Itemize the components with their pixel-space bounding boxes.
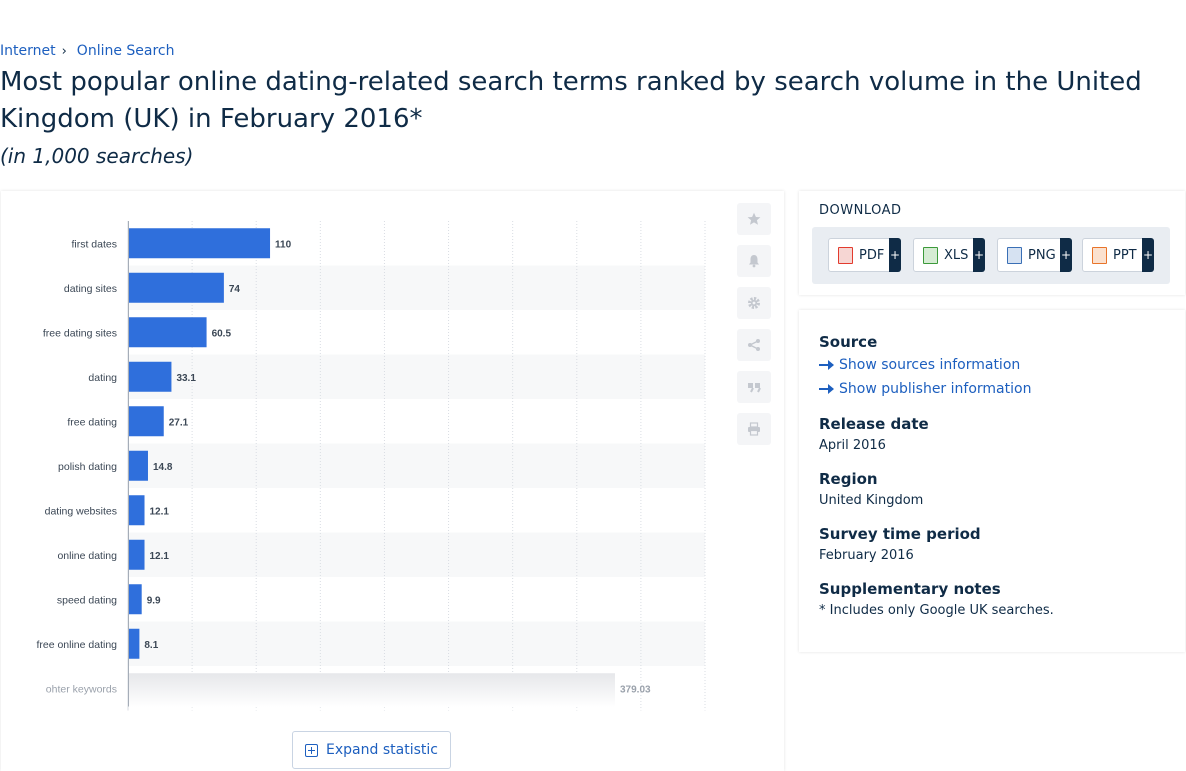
category-label: free online dating [36,639,117,651]
bar-free-dating-sites[interactable] [129,317,207,348]
png-file-icon [1007,246,1022,264]
value-label: 110 [275,239,292,250]
ppt-file-icon [1092,246,1107,264]
favorite-button[interactable] [737,203,771,235]
category-label: speed dating [57,594,117,606]
supplementary-notes-value: * Includes only Google UK searches. [819,603,1054,618]
download-card: DOWNLOAD PDF + XLS + PNG + PPT + [799,191,1185,295]
page-subtitle: (in 1,000 searches) [0,144,194,168]
download-png-button[interactable]: PNG + [997,238,1072,272]
value-label: 14.8 [153,462,173,473]
release-date-value: April 2016 [819,438,886,453]
quote-icon [748,383,761,393]
category-label: free dating [67,416,117,428]
show-sources-link[interactable]: Show sources information [819,357,1020,373]
download-pdf-plus: + [889,238,901,272]
category-label: ohter keywords [46,683,117,695]
value-label: 379.03 [620,684,651,695]
chart-toolbar [737,203,771,445]
category-label: dating websites [45,505,117,517]
survey-period-value: February 2016 [819,548,914,563]
bar-free-dating[interactable] [129,406,164,437]
page-title: Most popular online dating-related searc… [0,67,1142,134]
bell-icon [749,255,759,268]
xls-file-icon [923,246,938,264]
download-xls-plus: + [973,238,985,272]
settings-button[interactable] [737,287,771,319]
value-label: 27.1 [169,417,189,428]
bar-ohter-keywords[interactable] [129,673,616,708]
download-xls-button[interactable]: XLS + [913,238,985,272]
bar-chart: first dates 110 dating sites 74 free dating … [36,221,706,711]
category-label: online dating [57,550,117,562]
download-ppt-label: PPT [1113,247,1137,263]
value-label: 74 [229,284,241,295]
download-xls-label: XLS [944,247,969,263]
show-publisher-link[interactable]: Show publisher information [819,381,1031,397]
bar-speed-dating[interactable] [129,584,142,615]
breadcrumb: Internet › Online Search [0,43,175,59]
value-label: 9.9 [147,595,161,606]
bar-polish-dating[interactable] [129,450,148,481]
download-title: DOWNLOAD [819,203,902,218]
survey-period-heading: Survey time period [819,525,981,543]
pdf-file-icon [838,246,853,264]
value-label: 8.1 [144,640,158,651]
category-label: first dates [71,238,117,250]
download-pdf-button[interactable]: PDF + [828,238,901,272]
category-label: dating sites [64,283,117,295]
download-bar: PDF + XLS + PNG + PPT + [812,227,1170,284]
download-pdf-label: PDF [859,247,885,263]
row-band [128,354,705,399]
download-png-plus: + [1060,238,1072,272]
expand-icon [305,743,319,757]
show-publisher-label: Show publisher information [839,381,1032,397]
value-label: 12.1 [150,506,170,517]
notification-button[interactable] [737,245,771,277]
row-band [128,443,705,488]
chevron-right-icon: › [61,43,67,59]
cite-button[interactable] [737,371,771,403]
row-band [128,265,705,310]
breadcrumb-link-online-search[interactable]: Online Search [76,43,175,59]
gear-icon [748,297,760,309]
share-icon [748,339,760,351]
bar-first-dates[interactable] [129,228,271,259]
bar-dating[interactable] [129,361,172,392]
bar-dating-websites[interactable] [129,495,145,526]
row-band [128,532,705,577]
statistic-info-card: Source Show sources information Show pub… [799,310,1185,652]
region-heading: Region [819,470,878,488]
category-label: free dating sites [43,327,117,339]
bar-free-online-dating[interactable] [129,628,140,659]
expand-statistic-button[interactable]: Expand statistic [292,731,451,769]
arrow-right-icon [819,360,834,370]
row-band [128,621,705,666]
bar-online-dating[interactable] [129,539,145,570]
breadcrumb-link-internet[interactable]: Internet [0,43,56,59]
share-button[interactable] [737,329,771,361]
show-sources-label: Show sources information [839,357,1021,373]
source-heading: Source [819,333,878,351]
bar-dating-sites[interactable] [129,272,224,303]
region-value: United Kingdom [819,493,924,508]
category-label: polish dating [58,461,117,473]
download-ppt-button[interactable]: PPT + [1082,238,1154,272]
value-label: 60.5 [212,328,232,339]
value-label: 33.1 [176,373,196,384]
category-label: dating [88,372,117,384]
release-date-heading: Release date [819,415,929,433]
print-icon [748,422,760,436]
star-icon [747,212,761,225]
supplementary-notes-heading: Supplementary notes [819,580,1001,598]
arrow-right-icon [819,384,834,394]
download-png-label: PNG [1028,247,1056,263]
chart-card: first dates 110 dating sites 74 free dating … [1,191,784,771]
download-ppt-plus: + [1142,238,1154,272]
print-button[interactable] [737,413,771,445]
value-label: 12.1 [150,551,170,562]
expand-statistic-label: Expand statistic [326,742,438,758]
